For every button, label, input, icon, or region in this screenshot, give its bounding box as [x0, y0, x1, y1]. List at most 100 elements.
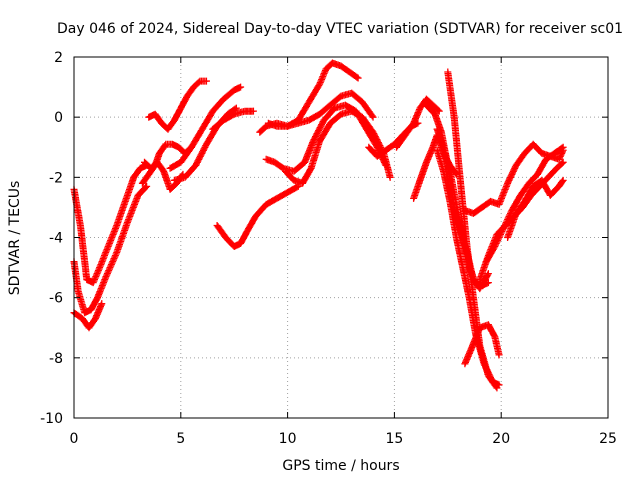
data-point: [209, 96, 226, 115]
data-point: [166, 180, 179, 193]
data-point: [433, 146, 447, 174]
data-point: [98, 300, 106, 308]
data-point: [544, 165, 560, 181]
data-point: [316, 67, 329, 88]
data-point: [555, 148, 566, 163]
series-track-w: [476, 158, 567, 284]
data-point: [91, 301, 105, 323]
data-point: [416, 160, 430, 184]
y-axis-label: SDTVAR / TECUs: [7, 181, 23, 296]
data-point: [134, 184, 150, 199]
data-point: [546, 184, 562, 199]
y-tick-label: -8: [49, 351, 63, 367]
x-tick-label: 5: [176, 431, 185, 447]
x-tick-label: 20: [492, 431, 510, 447]
series-track-e: [145, 77, 210, 133]
data-point: [446, 167, 460, 207]
chart-title: Day 046 of 2024, Sidereal Day-to-day VTE…: [57, 21, 623, 37]
data-point: [89, 265, 103, 287]
data-point: [467, 325, 483, 353]
data-point: [188, 127, 205, 151]
data-point: [284, 183, 301, 196]
data-point: [373, 147, 389, 160]
data-point: [209, 117, 226, 133]
data-point: [452, 234, 466, 270]
series-track-n: [282, 107, 394, 187]
data-point: [491, 226, 507, 250]
data-point: [87, 295, 101, 314]
data-point: [123, 193, 141, 226]
data-point: [346, 68, 361, 81]
data-point: [168, 140, 181, 151]
data-point: [410, 106, 423, 127]
data-point: [429, 101, 442, 114]
data-point: [440, 167, 454, 204]
data-point: [555, 178, 566, 190]
data-point: [192, 142, 210, 169]
data-point: [307, 139, 323, 172]
data-point: [271, 158, 286, 171]
data-point: [452, 200, 466, 240]
axis-ticks: [73, 56, 609, 419]
data-point: [463, 243, 477, 300]
data-point: [166, 159, 183, 172]
series-track-y: [461, 140, 567, 217]
data-point: [551, 144, 566, 157]
series-track-j: [213, 182, 302, 250]
data-point: [495, 181, 511, 208]
x-axis-label: GPS time / hours: [282, 458, 399, 474]
data-point: [320, 105, 337, 124]
data-point: [170, 106, 184, 124]
data-point: [282, 167, 297, 183]
data-point: [326, 111, 344, 127]
data-point: [299, 166, 314, 187]
data-point: [70, 185, 84, 228]
data-point: [508, 193, 524, 214]
data-point: [94, 274, 109, 302]
series-track-f: [138, 140, 195, 187]
data-point: [446, 197, 460, 240]
data-point: [461, 346, 475, 368]
data-point: [290, 159, 307, 175]
data-point: [512, 151, 528, 169]
data-point: [450, 113, 464, 186]
data-point: [358, 113, 376, 135]
x-tick-label: 25: [599, 431, 617, 447]
data-point: [348, 107, 365, 120]
data-point: [76, 222, 91, 282]
data-point: [529, 140, 545, 156]
y-tick-label: 2: [54, 50, 63, 66]
data-point: [354, 74, 362, 82]
data-point: [249, 107, 257, 115]
series-track-c: [70, 300, 106, 332]
data-point: [512, 199, 528, 217]
y-tick-label: -6: [49, 291, 63, 307]
data-point: [553, 159, 566, 172]
data-point: [113, 220, 131, 256]
series-track-z: [504, 176, 567, 241]
data-point: [121, 175, 137, 205]
data-point: [237, 83, 245, 91]
data-point: [433, 125, 447, 150]
data-point: [190, 78, 203, 91]
data-point: [164, 118, 177, 133]
data-point: [504, 211, 520, 241]
data-point: [177, 93, 190, 112]
data-point: [459, 264, 473, 300]
data-point: [183, 84, 197, 100]
data-marks: [70, 59, 567, 392]
data-point: [151, 110, 165, 126]
data-point: [495, 351, 503, 359]
data-point: [410, 178, 423, 202]
data-point: [85, 316, 98, 332]
data-point: [145, 163, 158, 178]
data-point: [444, 68, 458, 119]
data-point: [316, 102, 333, 118]
data-point: [469, 204, 485, 217]
x-tick-label: 15: [385, 431, 403, 447]
x-tick-label: 0: [70, 431, 79, 447]
data-point: [538, 176, 554, 198]
data-point: [113, 199, 129, 229]
series-track-l: [264, 89, 377, 130]
